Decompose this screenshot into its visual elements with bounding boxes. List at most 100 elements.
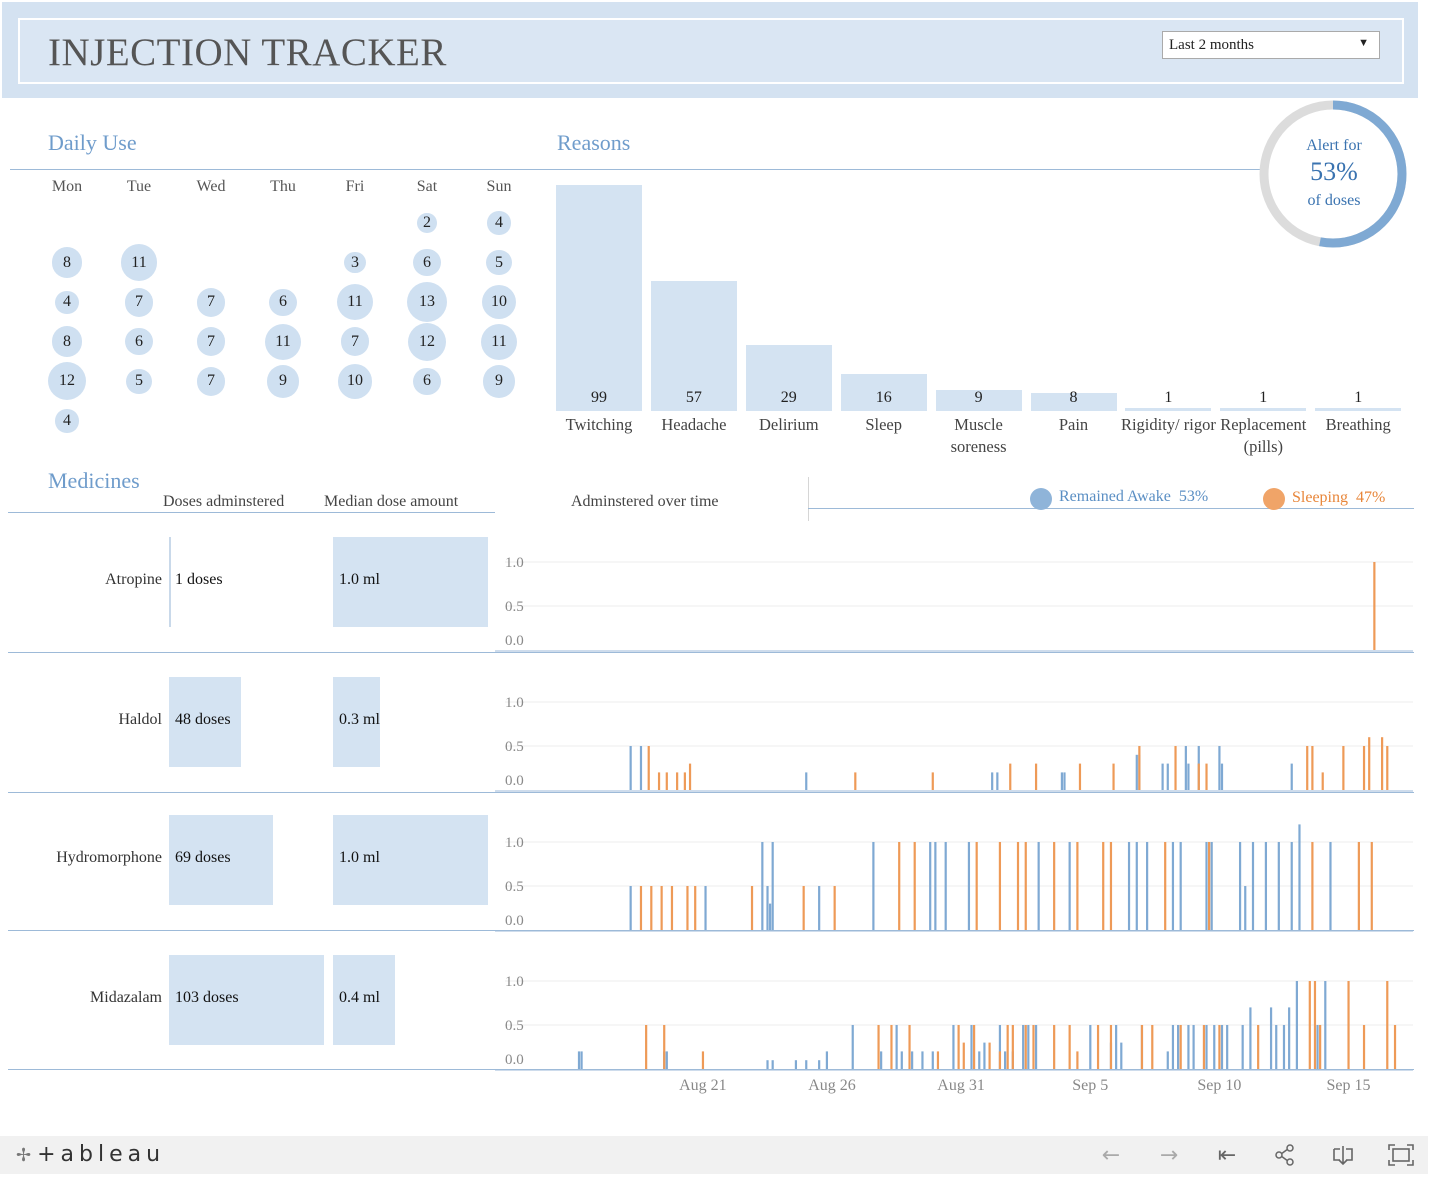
day-cell[interactable]: 9 (482, 365, 516, 398)
sleeping-dose-bar (645, 1025, 648, 1069)
awake-dose-bar (1068, 842, 1071, 930)
legend-sleeping[interactable]: Sleeping 47% (1292, 489, 1385, 507)
sleeping-dose-bar (650, 886, 653, 930)
day-cell[interactable]: 3 (344, 251, 366, 274)
day-cell[interactable]: 7 (196, 366, 226, 396)
day-cell[interactable]: 6 (413, 367, 441, 395)
doses-bar[interactable] (169, 537, 171, 627)
awake-dose-bar (1060, 772, 1063, 790)
fullscreen-glyph (1388, 1144, 1414, 1166)
reason-bar[interactable] (556, 185, 642, 411)
share-icon[interactable] (1270, 1140, 1300, 1170)
day-cell[interactable]: 7 (196, 327, 226, 357)
reason-label: Replacement (pills) (1220, 415, 1307, 456)
day-cell[interactable]: 4 (55, 290, 79, 314)
awake-dose-bar (1249, 1007, 1252, 1069)
header-panel: INJECTION TRACKER Last 2 months ▼ (18, 18, 1404, 84)
awake-dose-bar (1135, 842, 1138, 930)
doses-bar[interactable] (169, 677, 242, 767)
sleeping-dose-bar (1393, 1025, 1397, 1069)
sleeping-dose-bar (1068, 1025, 1071, 1069)
revert-icon[interactable]: ⇤ (1217, 1142, 1237, 1168)
sleeping-dose-bar (898, 842, 901, 930)
day-cell[interactable]: 11 (264, 323, 302, 360)
median-bar[interactable] (333, 955, 395, 1045)
day-cell[interactable]: 11 (480, 323, 518, 360)
day-cell[interactable]: 10 (481, 284, 517, 320)
awake-dose-bar (934, 842, 937, 930)
day-cell[interactable]: 12 (407, 322, 447, 361)
redo-icon[interactable]: → (1159, 1142, 1179, 1168)
day-cell[interactable]: 6 (125, 328, 153, 356)
reason-value: 99 (591, 389, 607, 406)
day-cell[interactable]: 7 (340, 327, 370, 357)
reason-bar[interactable] (840, 374, 927, 411)
legend-awake-label: Remained Awake (1059, 488, 1171, 505)
day-cell[interactable]: 6 (269, 288, 297, 316)
day-cell[interactable]: 8 (51, 247, 83, 278)
awake-dose-bar (704, 886, 707, 930)
legend-awake[interactable]: Remained Awake 53% (1059, 488, 1208, 506)
reason-bar[interactable] (1315, 408, 1402, 411)
x-tick-label: Sep 15 (1326, 1077, 1371, 1094)
day-cell[interactable]: 2 (417, 213, 437, 233)
sleeping-dose-bar (1357, 842, 1360, 930)
awake-dose-bar (998, 1025, 1002, 1069)
awake-dose-bar (1226, 1025, 1229, 1069)
day-cell[interactable]: 9 (266, 365, 300, 398)
awake-dose-bar (1166, 1051, 1169, 1069)
day-cell[interactable]: 4 (55, 409, 79, 433)
doses-bar[interactable] (169, 815, 273, 905)
reason-bar[interactable] (745, 344, 832, 411)
tableau-logo[interactable]: ✢ +ableau (16, 1142, 166, 1167)
undo-icon[interactable]: ← (1101, 1142, 1121, 1168)
sleeping-dose-bar (1109, 842, 1113, 930)
sleeping-dose-bar (802, 886, 805, 930)
awake-dose-bar (900, 1051, 903, 1069)
reason-label: Headache (661, 415, 727, 434)
y-tick-label: 1.0 (505, 695, 524, 711)
sleeping-dose-bar (1024, 842, 1027, 930)
day-cell[interactable]: 11 (120, 244, 158, 281)
median-value: 0.4 ml (339, 989, 380, 1006)
reason-bar[interactable] (1030, 392, 1117, 411)
day-cell[interactable]: 13 (406, 282, 448, 323)
sleeping-dose-bar (1174, 746, 1177, 790)
reason-bar[interactable] (650, 280, 737, 411)
date-range-select[interactable]: Last 2 months ▼ (1162, 31, 1380, 59)
awake-dose-bar (1146, 842, 1149, 930)
awake-dose-bar (1220, 1025, 1224, 1069)
awake-dose-bar (996, 772, 999, 790)
legend-awake-dot[interactable] (1030, 488, 1052, 510)
row-divider (8, 652, 1414, 653)
fullscreen-icon[interactable] (1386, 1140, 1416, 1170)
day-cell[interactable]: 5 (486, 249, 512, 276)
y-tick-label: 0.5 (505, 879, 524, 895)
sleeping-dose-bar (1362, 1025, 1366, 1069)
download-icon[interactable] (1328, 1140, 1358, 1170)
day-cell[interactable]: 6 (413, 249, 441, 277)
reason-label: Sleep (865, 415, 903, 434)
median-bar[interactable] (333, 815, 488, 905)
day-cell[interactable]: 5 (126, 368, 152, 395)
day-cell[interactable]: 7 (124, 287, 154, 317)
sleeping-dose-bar (1370, 842, 1373, 930)
day-cell[interactable]: 10 (337, 364, 373, 399)
reason-bar[interactable] (935, 390, 1022, 411)
administered-over-time-chart: 0.0 0.5 1.0 0.0 0.5 1.0 0.0 0.5 1.0 0.0 0.5 1.0 (495, 555, 1413, 1071)
awake-dose-bar (1251, 842, 1255, 930)
day-cell[interactable]: 12 (47, 362, 87, 401)
median-bar[interactable] (333, 537, 488, 627)
day-cell[interactable]: 7 (196, 287, 226, 317)
doses-bar[interactable] (169, 955, 324, 1045)
reason-bar[interactable] (1220, 408, 1307, 411)
legend-sleeping-dot[interactable] (1263, 488, 1285, 510)
day-cell[interactable]: 11 (336, 284, 374, 321)
reason-bar[interactable] (1125, 408, 1212, 411)
day-cell[interactable]: 4 (487, 211, 511, 235)
day-cell[interactable]: 8 (51, 326, 83, 358)
doses-column-header: Doses adminstered (163, 493, 285, 510)
awake-dose-bar (1115, 1025, 1118, 1069)
median-bar[interactable] (333, 677, 380, 767)
sleeping-dose-bar (665, 772, 668, 790)
